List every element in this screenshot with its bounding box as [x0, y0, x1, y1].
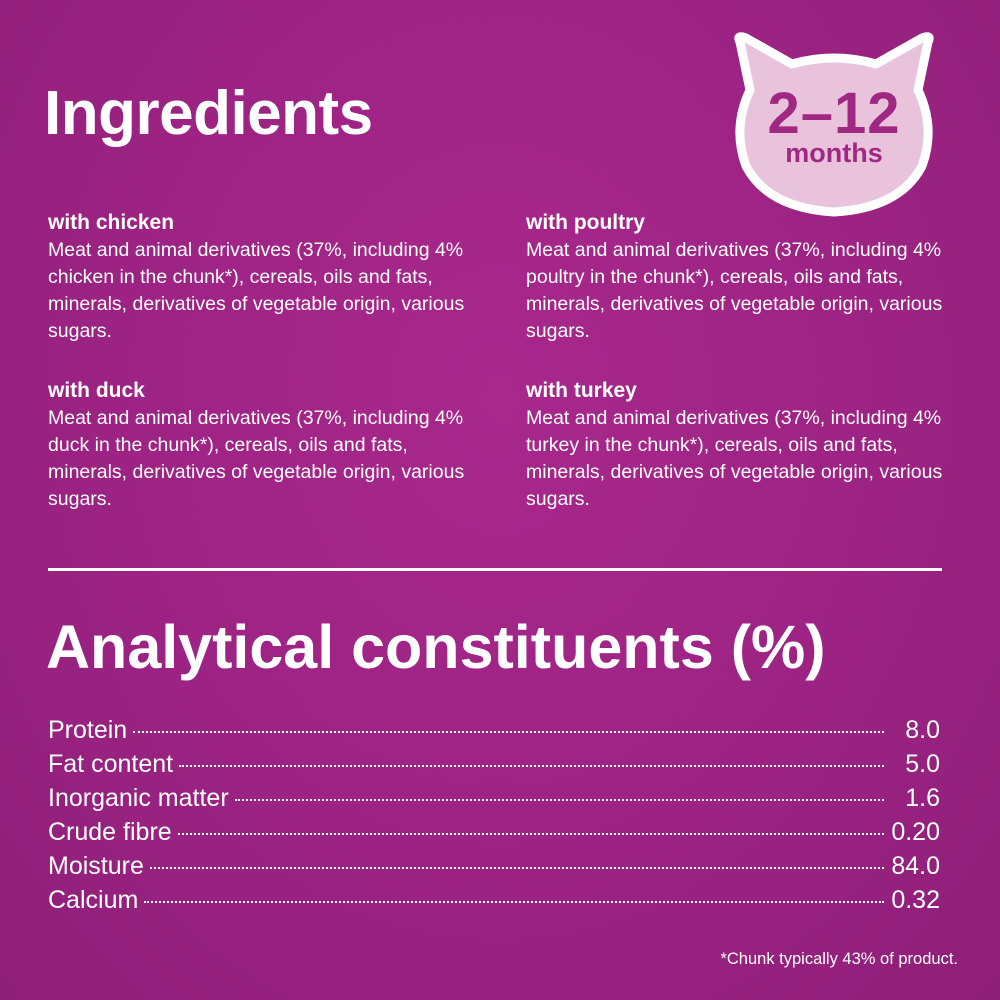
- row-value: 8.0: [905, 716, 940, 744]
- ingredient-heading: with chicken: [48, 211, 175, 234]
- row-value: 0.20: [891, 818, 940, 846]
- table-row: Inorganic matter 1.6: [48, 784, 940, 818]
- section-divider: [48, 568, 942, 571]
- age-badge: 2–12 months: [722, 28, 946, 218]
- dot-leader: [133, 731, 884, 733]
- table-row: Protein 8.0: [48, 716, 940, 750]
- ingredient-text: Meat and animal derivatives (37%, includ…: [526, 407, 943, 510]
- row-value: 1.6: [905, 784, 940, 812]
- analytical-table: Protein 8.0 Fat content 5.0 Inorganic matt…: [48, 716, 940, 920]
- ingredient-turkey: with turkey Meat and animal derivatives …: [526, 377, 951, 513]
- row-label: Crude fibre: [48, 818, 172, 846]
- dot-leader: [149, 867, 884, 869]
- ingredient-text: Meat and animal derivatives (37%, includ…: [526, 239, 943, 342]
- row-value: 0.32: [891, 886, 940, 914]
- ingredient-chicken: with chicken Meat and animal derivatives…: [48, 209, 488, 345]
- row-value: 5.0: [905, 750, 940, 778]
- ingredient-text: Meat and animal derivatives (37%, includ…: [48, 239, 465, 342]
- dot-leader: [179, 765, 884, 767]
- table-row: Moisture 84.0: [48, 852, 940, 886]
- dot-leader: [177, 833, 884, 835]
- footnote: *Chunk typically 43% of product.: [720, 950, 958, 968]
- badge-age-range: 2–12: [767, 81, 901, 146]
- row-label: Calcium: [48, 886, 139, 914]
- table-row: Calcium 0.32: [48, 886, 940, 920]
- analytical-title: Analytical constituents (%): [46, 613, 826, 681]
- ingredient-heading: with duck: [48, 379, 145, 402]
- ingredient-heading: with turkey: [526, 379, 637, 402]
- badge-unit: months: [785, 138, 883, 168]
- table-row: Fat content 5.0: [48, 750, 940, 784]
- ingredient-duck: with duck Meat and animal derivatives (3…: [48, 377, 488, 513]
- row-label: Fat content: [48, 750, 174, 778]
- dot-leader: [234, 799, 884, 801]
- row-label: Moisture: [48, 852, 144, 880]
- ingredient-poultry: with poultry Meat and animal derivatives…: [526, 209, 946, 345]
- ingredients-title: Ingredients: [44, 79, 373, 148]
- row-label: Protein: [48, 716, 128, 744]
- table-row: Crude fibre 0.20: [48, 818, 940, 852]
- ingredient-heading: with poultry: [526, 211, 645, 234]
- row-label: Inorganic matter: [48, 784, 229, 812]
- ingredient-text: Meat and animal derivatives (37%, includ…: [48, 407, 465, 510]
- row-value: 84.0: [891, 852, 940, 880]
- cat-head-icon: [734, 32, 934, 217]
- dot-leader: [144, 901, 884, 903]
